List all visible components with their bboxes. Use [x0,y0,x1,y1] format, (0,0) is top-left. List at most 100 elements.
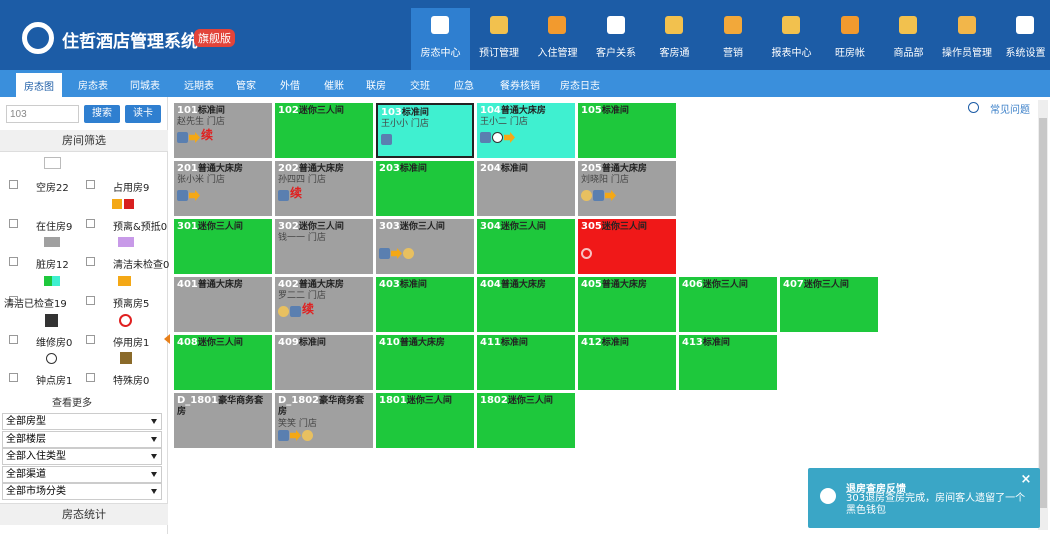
nav-label[interactable]: 客房通 [659,48,690,59]
tab[interactable]: 房态日志 [560,81,600,92]
nav-label[interactable]: 系统设置 [1005,48,1046,59]
checkbox[interactable] [9,373,18,382]
select[interactable]: 全部渠道 [2,465,162,483]
nav-item[interactable]: 报表中心 [762,8,821,70]
filter-label[interactable]: 预离房5 [113,299,150,310]
room-cell[interactable]: 201普通大床房 张小米 门店 [174,161,272,216]
room-cell[interactable]: 412标准间 [578,335,676,390]
tab[interactable]: 远期表 [184,81,214,92]
room-cell[interactable]: 305迷你三人间 [578,219,676,274]
nav-item[interactable]: 客房通 [645,8,704,70]
select-label[interactable]: 全部市场分类 [6,486,66,497]
filter-label[interactable]: 预离&预抵0 [113,222,168,233]
tab[interactable]: 管家 [236,81,256,92]
nav-label[interactable]: 预订管理 [479,48,519,59]
nav-item[interactable]: 商品部 [879,8,938,70]
tab[interactable]: 同城表 [130,81,160,92]
checkbox[interactable] [9,219,18,228]
checkbox[interactable] [9,180,18,189]
checkbox[interactable] [86,335,95,344]
select[interactable]: 全部入住类型 [2,448,162,465]
room-cell[interactable]: 408迷你三人间 [174,335,272,390]
nav-label[interactable]: 客户关系 [596,48,636,59]
room-cell[interactable]: 304迷你三人间 [477,219,575,274]
room-cell[interactable]: 409标准间 [275,335,373,390]
button[interactable]: 读卡 [125,105,161,123]
room-cell[interactable]: 403标准间 [376,277,474,332]
nav-label[interactable]: 商品部 [893,48,924,59]
nav-item[interactable]: 旺房帐 [821,8,880,70]
nav-item[interactable]: 操作员管理 [938,8,997,70]
filter-label[interactable]: 钟点房1 [36,376,73,387]
nav-item[interactable]: 预订管理 [470,8,529,70]
room-cell[interactable]: 411标准间 [477,335,575,390]
room-cell[interactable]: 1802迷你三人间 [477,393,575,448]
filter-label[interactable]: 脏房12 [36,260,69,271]
select-label[interactable]: 全部渠道 [6,468,46,480]
select-label[interactable]: 全部房型 [6,416,46,427]
select-label[interactable]: 全部入住类型 [6,451,66,462]
checkbox[interactable] [86,373,95,382]
nav-label[interactable]: 旺房帐 [835,48,865,59]
checkbox[interactable] [86,257,95,266]
room-cell[interactable]: 413标准间 [679,335,777,390]
notice-close[interactable]: × [1020,472,1032,487]
room-cell[interactable]: 302迷你三人间 钱一一 门店 [275,219,373,274]
tab[interactable]: 应急 [454,81,474,92]
room-cell[interactable]: 303迷你三人间 [376,219,474,274]
tab[interactable]: 交班 [410,81,430,92]
filter-label[interactable]: 清洁已检查19 [4,299,67,310]
filter-label[interactable]: 特殊房0 [113,376,150,387]
nav-item[interactable]: 入住管理 [528,8,587,70]
select[interactable]: 全部市场分类 [2,483,162,500]
filter-label[interactable]: 空房22 [36,183,69,194]
room-cell[interactable]: 102迷你三人间 [275,103,373,158]
tab[interactable]: 房态图 [16,73,62,97]
nav-item[interactable]: 客户关系 [587,8,646,70]
room-cell[interactable]: 402普通大床房 罗二二 门店续 [275,277,373,332]
button[interactable]: 搜索 [84,105,120,123]
room-cell[interactable]: 401普通大床房 [174,277,272,332]
search-input[interactable] [6,105,79,123]
nav-item[interactable]: 房态中心 [411,8,470,70]
nav-label[interactable]: 营销 [723,48,743,59]
select-label[interactable]: 全部楼层 [6,433,46,445]
room-cell[interactable]: 204标准间 [477,161,575,216]
room-cell[interactable]: 406迷你三人间 [679,277,777,332]
nav-label[interactable]: 操作员管理 [942,48,992,59]
filter-label[interactable]: 停用房1 [113,338,150,349]
tab[interactable]: 外借 [280,81,300,92]
checkbox[interactable] [9,257,18,266]
room-cell[interactable]: 410普通大床房 [376,335,474,390]
more-link[interactable]: 查看更多 [52,398,92,409]
tab[interactable]: 催账 [324,81,344,92]
room-cell[interactable]: D_1801豪华商务套房 [174,393,272,448]
nav-item[interactable]: 系统设置 [996,8,1050,70]
room-cell[interactable]: 301迷你三人间 [174,219,272,274]
room-cell[interactable]: 103标准间 王小小 门店 [376,103,474,158]
nav-label[interactable]: 入住管理 [537,48,578,59]
room-cell[interactable]: 407迷你三人间 [780,277,878,332]
checkbox[interactable] [9,335,18,344]
room-cell[interactable]: 1801迷你三人间 [376,393,474,448]
filter-label[interactable]: 清洁未检查0 [113,260,170,271]
room-cell[interactable]: 104普通大床房 王小二 门店 [477,103,575,158]
room-cell[interactable]: D_1802豪华商务套房 笑笑 门店 [275,393,373,448]
room-cell[interactable]: 203标准间 [376,161,474,216]
nav-label[interactable]: 房态中心 [420,48,461,59]
tab[interactable]: 联房 [366,81,386,92]
filter-label[interactable]: 占用房9 [113,183,150,194]
collapse-arrow[interactable] [164,334,170,344]
filter-label[interactable]: 在住房9 [36,222,73,233]
help-link[interactable]: 常见问题 [990,105,1030,116]
room-cell[interactable]: 202普通大床房 孙四四 门店续 [275,161,373,216]
room-cell[interactable]: 101标准间 赵先生 门店续 [174,103,272,158]
scrollbar[interactable] [1038,100,1048,530]
checkbox[interactable] [86,296,95,305]
tab[interactable]: 餐券核销 [500,81,540,92]
room-cell[interactable]: 404普通大床房 [477,277,575,332]
room-cell[interactable]: 205普通大床房 刘晓阳 门店 [578,161,676,216]
tab[interactable]: 房态表 [78,81,108,92]
checkbox[interactable] [86,180,95,189]
nav-item[interactable]: 营销 [704,8,763,70]
